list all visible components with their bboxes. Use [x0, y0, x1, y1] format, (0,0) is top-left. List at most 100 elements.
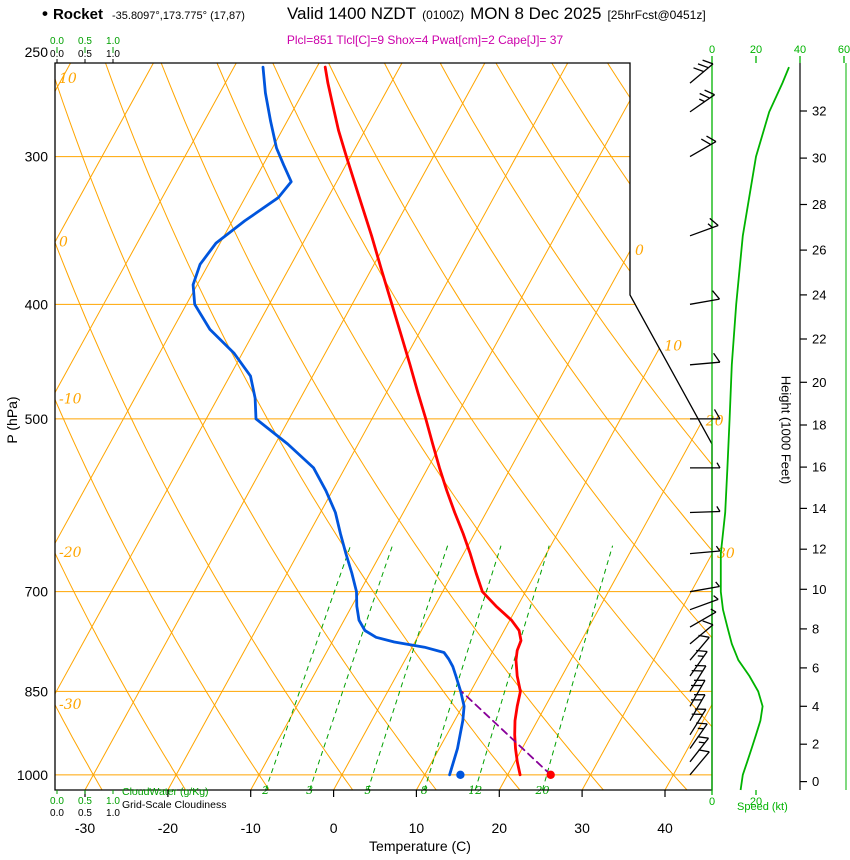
parcel-line [461, 691, 552, 776]
height-tick-label: 2 [812, 737, 819, 752]
wind-barbs [689, 59, 721, 776]
speed-tick-label: 0 [709, 44, 715, 56]
wind-barb [689, 290, 720, 305]
height-tick-label: 0 [812, 774, 819, 789]
pressure-axis-title: P (hPa) [4, 396, 20, 444]
wind-barb [689, 620, 714, 645]
surface-temp-dot [546, 770, 555, 779]
dry-adiabat-line [55, 63, 437, 790]
isotherm-labels: 0 10 20 30 [635, 243, 735, 562]
cloudwater-tick-label: 1.0 [106, 796, 120, 807]
temp-tick-label: 40 [657, 820, 673, 836]
cloudwater-scale: 0.0 0.0 0.5 0.5 1.0 1.0 [50, 36, 120, 807]
wind-speed-curve [719, 66, 790, 791]
temp-tick-label: 30 [574, 820, 590, 836]
wind-barb [689, 581, 721, 593]
dry-adiabat-line [551, 63, 712, 790]
speed-axis-title: Speed (kt) [737, 801, 788, 813]
temperature-curve [323, 65, 523, 777]
temp-tick-label: 0 [330, 820, 338, 836]
wind-barb [689, 545, 721, 555]
wind-barb [690, 462, 721, 469]
isotherm-line [498, 63, 712, 790]
speed-axis [711, 56, 847, 795]
cloudiness-scale: 0.00.00.50.51.01.0 [50, 49, 120, 819]
wind-barb [689, 59, 714, 84]
cloudwater-tick-label: 1.0 [106, 36, 120, 47]
isotherm-label: 20 [705, 414, 724, 430]
speed-tick-label: 20 [750, 44, 762, 56]
height-tick-label: 14 [812, 501, 826, 516]
speed-tick-label: 20 [750, 796, 762, 808]
height-tick-label: 4 [812, 699, 819, 714]
dry-adiabat-line [160, 63, 604, 790]
cloudiness-tick-label: 1.0 [106, 49, 120, 60]
dewpoint-curve [191, 65, 466, 777]
dry-adiabat-line [439, 63, 712, 790]
wind-barb [689, 608, 717, 628]
isotherm-line [167, 63, 569, 790]
wind-barb [689, 749, 710, 776]
cloudwater-tick-label: 0.5 [78, 796, 92, 807]
sounding-curves [191, 65, 552, 777]
isotherm-line [415, 63, 712, 790]
pressure-tick-label: 400 [25, 296, 49, 312]
wind-barb [689, 89, 715, 113]
mixing-ratio-line [265, 545, 351, 790]
height-tick-label: 28 [812, 197, 826, 212]
temp-tick-label: -20 [158, 820, 178, 836]
dry-adiabat-line [383, 63, 712, 790]
isotherm-line [333, 63, 712, 790]
wind-barb [689, 506, 721, 514]
mixing-ratio-line [474, 545, 550, 790]
wind-barb [689, 664, 707, 692]
adiabat-label: 10 [59, 71, 77, 87]
wind-barb [689, 217, 719, 237]
height-tick-label: 26 [812, 243, 826, 258]
height-tick-label: 10 [812, 582, 826, 597]
height-tick-label: 12 [812, 542, 826, 557]
dry-adiabat-line [328, 63, 712, 790]
station-bullet-icon: • [42, 4, 48, 23]
isotherm-line [581, 63, 712, 790]
dry-adiabat-line [55, 63, 354, 790]
station-coords: -35.8097°,173.775° (17,87) [111, 10, 245, 22]
temperature-axis-title: Temperature (C) [369, 838, 471, 854]
valid-date: MON 8 Dec 2025 [470, 4, 602, 23]
wind-barb [689, 649, 708, 677]
pressure-tick-label: 850 [25, 683, 49, 699]
cloudwater-tick-label: 0.0 [50, 36, 64, 47]
isotherm-line [55, 63, 237, 790]
height-tick-label: 24 [812, 287, 826, 302]
height-axis [799, 63, 807, 790]
cloudiness-tick-label: 1.0 [106, 808, 120, 819]
isotherm-line [55, 63, 403, 790]
stability-indices: Plcl=851 Tlcl[C]=9 Shox=4 Pwat[cm]=2 Cap… [286, 33, 564, 47]
station-name: Rocket [52, 6, 103, 23]
adiabat-label: -20 [59, 545, 82, 561]
temp-tick-label: 10 [409, 820, 425, 836]
adiabat-label: 0 [59, 234, 68, 250]
wind-barb [689, 736, 710, 763]
height-tick-label: 16 [812, 460, 826, 475]
speed-tick-label: 0 [709, 796, 715, 808]
temp-ticks [84, 790, 666, 797]
mixing-ratio-line [542, 545, 614, 790]
cloudwater-tick-label: 0.5 [78, 36, 92, 47]
cloudiness-axis-title: Grid-Scale Cloudiness [122, 799, 227, 811]
valid-zulu-time: (0100Z) [422, 8, 465, 22]
temp-tick-labels: -30 -20 -10 0 10 20 30 40 [75, 820, 673, 836]
speed-tick-labels: 0 20 40 600 20 [709, 44, 850, 808]
wind-barb [689, 135, 717, 158]
adiabat-labels: 10 0 -10 -20 -30 [59, 71, 82, 713]
dry-adiabat-line [55, 63, 103, 790]
height-tick-label: 18 [812, 418, 826, 433]
skewt-grid [55, 63, 712, 790]
dry-adiabat-line [55, 63, 270, 790]
pressure-tick-label: 500 [25, 411, 49, 427]
pressure-tick-label: 250 [25, 44, 49, 60]
speed-tick-label: 60 [838, 44, 850, 56]
title-bar: • Rocket -35.8097°,173.775° (17,87) Vali… [42, 4, 706, 24]
